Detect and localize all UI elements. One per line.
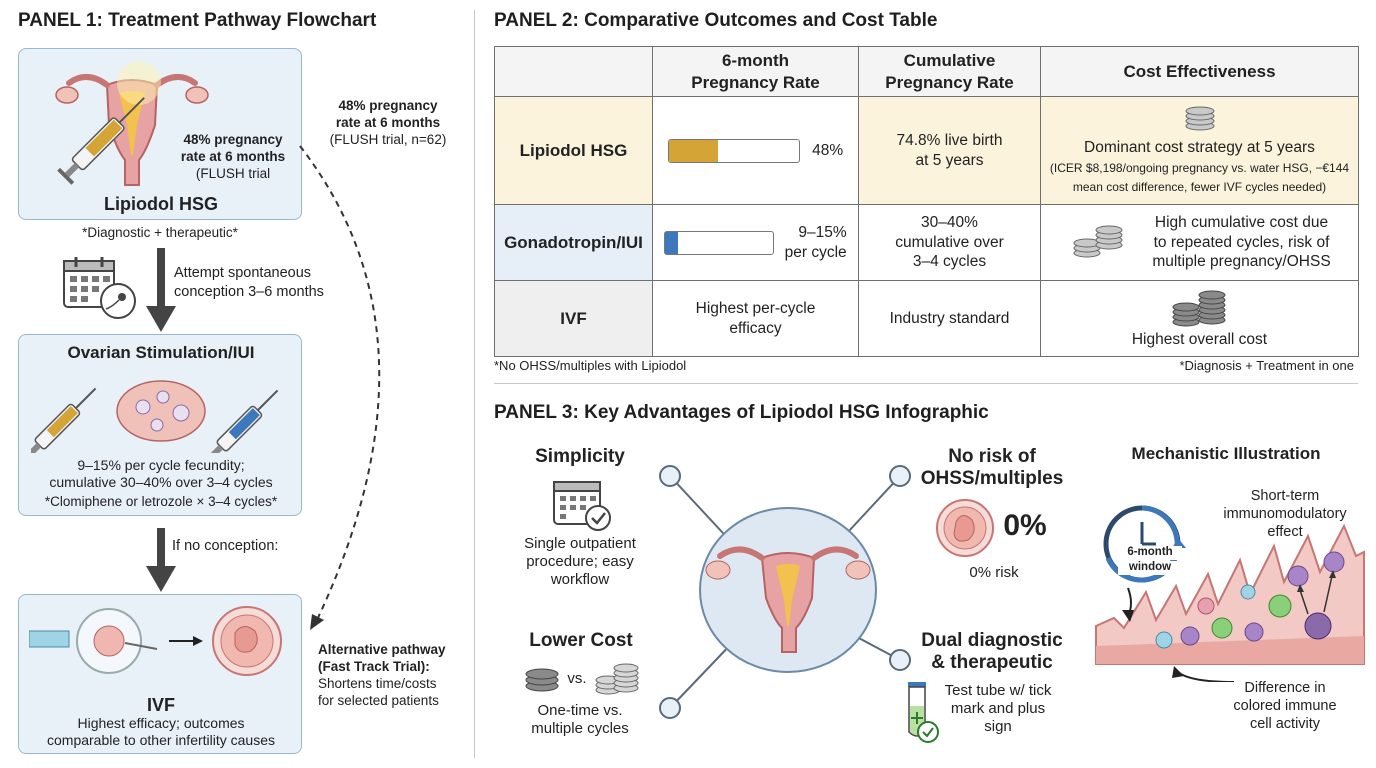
coin-stack-icon — [1185, 106, 1214, 131]
rate-bar — [667, 138, 800, 163]
alt-line2: (Fast Track Trial): — [318, 659, 430, 674]
dual-title1: Dual diagnostic — [921, 630, 1063, 651]
dashed-alternative-arrow — [299, 145, 381, 630]
panel-divider-vertical — [474, 10, 475, 758]
dual-line2: mark and plus — [950, 700, 1046, 717]
cost-cell: Dominant cost strategy at 5 years (ICER … — [1040, 96, 1359, 205]
cost-cell: High cumulative cost due to repeated cycl… — [1040, 204, 1359, 281]
panel3-title: PANEL 3: Key Advantages of Lipiodol HSG … — [494, 402, 989, 423]
box1-stat-line3: (FLUSH trial — [195, 166, 271, 181]
dark-coin-stacks-icon — [1172, 290, 1225, 327]
ivf-box: IVF Highest efficacy; outcomes comparabl… — [18, 594, 302, 754]
alt-line3: Shortens time/costs — [318, 676, 437, 691]
dual-title2: & therapeutic — [931, 652, 1053, 673]
immune-tissue-illustration — [1095, 505, 1365, 682]
cost-cell: Highest overall cost — [1040, 280, 1359, 357]
advantages-hub-diagram — [659, 465, 911, 719]
clock-label2: window — [1118, 561, 1182, 575]
table-row-lipiodol: Lipiodol HSG 48% 74.8% live birth at 5 ye… — [494, 96, 1359, 205]
row-label: IVF — [494, 280, 653, 357]
rate-cell: 9–15% per cycle — [652, 204, 859, 281]
down-arrow-2 — [146, 528, 176, 592]
panel2-title: PANEL 2: Comparative Outcomes and Cost T… — [494, 10, 938, 31]
mech-line3: effect — [1267, 524, 1303, 540]
box3-label: IVF — [146, 695, 175, 715]
lipiodol-hsg-box: 48% pregnancy rate at 6 months (FLUSH tr… — [18, 48, 302, 220]
cumulative-cell: 30–40% cumulative over 3–4 cycles — [858, 204, 1041, 281]
alt-line1: Alternative pathway — [318, 642, 446, 657]
clock-label1: 6-month — [1118, 546, 1182, 560]
coin-stacks-icon — [1073, 225, 1123, 258]
rate-text: 9–15% per cycle — [784, 224, 847, 261]
panel1-title: PANEL 1: Treatment Pathway Flowchart — [18, 10, 377, 31]
ovarian-stimulation-box: Ovarian Stimulation/IUI 9–15% per cycle … — [18, 334, 302, 516]
norisk-caption: 0% risk — [969, 564, 1019, 581]
simplicity-line2: procedure; easy — [526, 553, 634, 570]
rate-bar — [664, 230, 775, 255]
uterus-syringe-icon — [55, 61, 209, 186]
mech-diff2: colored immune — [1233, 698, 1337, 714]
box1-stat-line1: 48% pregnancy — [183, 132, 283, 147]
table-footnote-right: *Diagnosis + Treatment in one — [1179, 358, 1354, 373]
norisk-title2: OHSS/multiples — [920, 468, 1064, 489]
table-footnote-left: *No OHSS/multiples with Lipiodol — [494, 358, 687, 373]
header-cost: Cost Effectiveness — [1040, 46, 1359, 97]
mech-line1: Short-term — [1250, 488, 1320, 504]
norisk-big-value: 0% — [1003, 509, 1047, 542]
simplicity-line3: workflow — [550, 571, 610, 588]
box1-label: Lipiodol HSG — [104, 194, 218, 214]
ivf-embryo-icon — [29, 606, 282, 676]
test-tube-icon — [908, 682, 939, 743]
outcomes-table: 6-month Pregnancy Rate Cumulative Pregnanc… — [494, 46, 1359, 357]
single-coin-stack-icon — [525, 668, 559, 692]
simplicity-title: Simplicity — [535, 446, 625, 467]
cumulative-cell: 74.8% live birth at 5 years — [858, 96, 1041, 205]
dual-line3: sign — [984, 718, 1012, 735]
dual-line1: Test tube w/ tick — [944, 682, 1052, 699]
row-label: Lipiodol HSG — [494, 96, 653, 205]
rate-cell: Highest per-cycle efficacy — [652, 280, 859, 357]
side-note-line3: (FLUSH trial, n=62) — [329, 132, 447, 147]
ovary-syringes-icon — [31, 380, 279, 453]
multiple-coin-stacks-icon — [595, 663, 639, 695]
table-row-gonadotropin: Gonadotropin/IUI 9–15% per cycle 30–40% cu… — [494, 204, 1359, 281]
panel-divider-horizontal — [494, 383, 1358, 384]
calendar-sperm-icon — [63, 257, 136, 319]
side-note-line1: 48% pregnancy — [338, 98, 438, 113]
box1-footnote: *Diagnostic + therapeutic* — [82, 225, 238, 240]
cumulative-cell: Industry standard — [858, 280, 1041, 357]
lowercost-title: Lower Cost — [529, 630, 633, 651]
calendar-check-icon — [553, 481, 611, 531]
box2-line1: 9–15% per cycle fecundity; — [77, 457, 245, 473]
norisk-title1: No risk of — [948, 446, 1036, 467]
lowercost-line2: multiple cycles — [531, 720, 629, 737]
embryo-icon — [936, 499, 994, 557]
rate-text: 48% — [812, 141, 844, 159]
arrow1-line1: Attempt spontaneous — [174, 265, 312, 281]
side-note-line2: rate at 6 months — [335, 115, 441, 130]
header-cumulative: Cumulative Pregnancy Rate — [858, 46, 1041, 97]
box3-line1: Highest efficacy; outcomes — [77, 715, 245, 731]
box3-line2: comparable to other infertility causes — [47, 732, 275, 748]
mech-diff1: Difference in — [1244, 680, 1326, 696]
box2-line3: *Clomiphene or letrozole × 3–4 cycles* — [44, 494, 278, 509]
lowercost-vs: vs. — [567, 670, 587, 687]
mech-diff3: cell activity — [1249, 716, 1321, 732]
header-6month: 6-month Pregnancy Rate — [652, 46, 859, 97]
box1-stat-line2: rate at 6 months — [180, 149, 286, 164]
rate-cell: 48% — [652, 96, 859, 205]
mech-title: Mechanistic Illustration — [1131, 444, 1321, 463]
box2-line2: cumulative 30–40% over 3–4 cycles — [49, 474, 273, 490]
arrow2-label: If no conception: — [172, 538, 279, 554]
box2-label: Ovarian Stimulation/IUI — [67, 343, 255, 362]
mech-line2: immunomodulatory — [1223, 506, 1347, 522]
table-row-ivf: IVF Highest per-cycle efficacy Industry s… — [494, 280, 1359, 357]
row-label: Gonadotropin/IUI — [494, 204, 653, 281]
arrow1-line2: conception 3–6 months — [174, 284, 324, 300]
alt-line4: for selected patients — [318, 693, 439, 708]
lowercost-line1: One-time vs. — [537, 702, 623, 719]
header-empty — [494, 46, 653, 97]
simplicity-line1: Single outpatient — [524, 535, 636, 552]
down-arrow-1 — [146, 248, 176, 332]
